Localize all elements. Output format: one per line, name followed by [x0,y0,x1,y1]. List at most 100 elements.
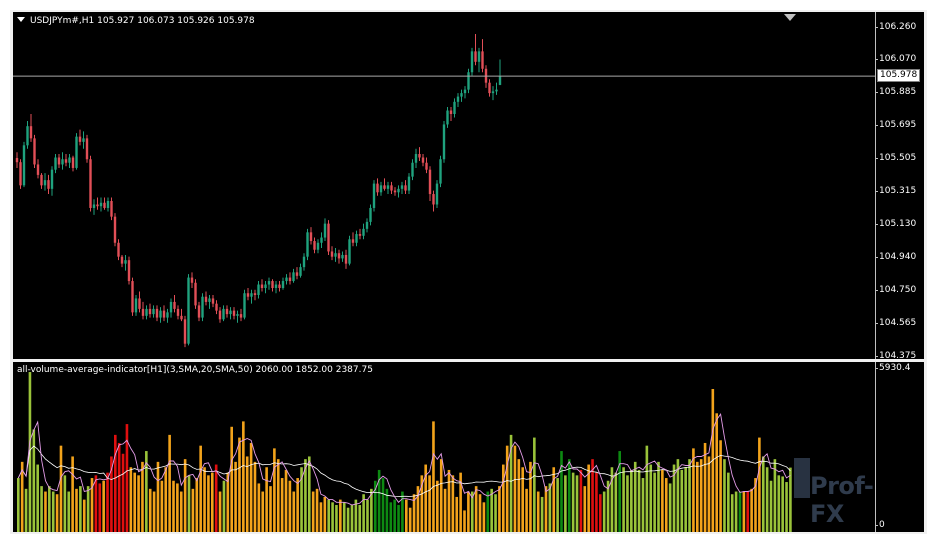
volume-bar [664,478,668,532]
candle-body [428,169,432,195]
candle-body [355,234,358,243]
candle-body [103,202,106,208]
candle-body [225,308,229,315]
volume-bar [494,494,497,532]
volume-bar [699,459,703,532]
volume-bar [587,464,590,532]
price-tick: 104.750 [874,285,917,295]
volume-bar [719,440,722,532]
candle-body [145,308,148,316]
price-chart-pane[interactable]: USDJPYm#,H1 105.927 106.073 105.926 105.… [13,12,875,359]
candle-body [323,223,327,238]
candle-body [285,277,288,282]
volume-bar [245,456,249,532]
volume-bar [308,456,311,532]
candle-body [246,293,250,297]
volume-bar [653,472,656,532]
candle-body [194,282,197,306]
candle-body [288,277,292,282]
candle-body [127,260,131,282]
candle-body [211,298,215,304]
candle-body [453,101,456,115]
volume-indicator-pane[interactable]: all-volume-average-indicator[H1](3,SMA,2… [13,362,875,532]
volume-bar [397,505,400,532]
volume-bar [723,459,726,532]
candle-body [358,234,362,236]
candle-body [495,89,498,92]
candle-body [320,237,323,243]
volume-bar [591,459,594,532]
volume-bar [86,486,90,532]
volume-bar [505,445,509,532]
volume-bar [529,461,532,532]
indicator-header[interactable]: all-volume-average-indicator[H1](3,SMA,2… [17,365,373,375]
candle-body [386,185,390,189]
volume-bar [284,469,288,532]
volume-bar [455,496,459,532]
candle-body [334,253,337,257]
volume-bar [525,488,528,532]
volume-bar [575,475,579,532]
price-axis[interactable]: 106.260 106.070 105.885 105.695 105.505 … [874,12,924,361]
volume-bar [630,469,633,532]
volume-bar [548,483,552,532]
volume-bar [40,486,43,532]
candle-body [404,185,407,191]
volume-bar [676,459,680,532]
candle-body [117,242,120,257]
candle-body [239,314,243,318]
volume-bar [265,467,268,532]
candle-body [365,221,369,229]
volume-bar [463,510,466,532]
volume-bar [785,482,788,532]
symbol-header[interactable]: USDJPYm#,H1 105.927 106.073 105.926 105.… [17,16,255,27]
volume-bar [408,507,412,532]
candle-body [204,296,208,302]
volume-bar [758,437,761,532]
candle-body [400,185,404,189]
volume-bar [203,467,206,532]
volume-bar [63,475,67,532]
candle-body [432,194,435,205]
volume-bar [579,469,583,532]
chevron-down-icon[interactable] [17,17,25,22]
volume-bar [273,448,276,532]
volume-bar [661,469,664,532]
volume-axis[interactable]: 5930.4 0 [875,362,924,532]
volume-bar [137,475,140,532]
candle-body [253,293,257,295]
volume-bar [160,480,164,532]
volume-bar [381,478,385,532]
volume-bar [304,459,307,532]
candle-body [267,281,271,285]
candle-body [281,281,285,289]
volume-bar [439,459,443,532]
candle-body [372,183,376,208]
candle-body [411,162,414,177]
candle-body [379,185,383,193]
volume-bar [498,486,501,532]
candlestick-chart [13,33,875,348]
volume-bar [467,491,470,532]
volume-bar [145,451,148,532]
volume-bar [610,467,614,532]
volume-bar [633,461,637,532]
volume-bar [657,461,660,532]
volume-bar [373,480,377,532]
candle-body [131,281,134,313]
candle-body [302,256,306,268]
volume-bar [692,448,695,532]
candle-body [106,201,110,208]
volume-bar [354,499,358,532]
volume-bar [474,486,478,532]
volume-bar [420,475,424,532]
volume-bar [253,461,257,532]
candle-body [299,267,302,276]
volume-bar [521,467,524,532]
volume-bar [614,472,618,532]
volume-bar [540,496,544,532]
volume-bar [242,421,245,532]
volume-bar [416,486,420,532]
candle-body [295,272,299,276]
volume-bar [389,502,393,532]
